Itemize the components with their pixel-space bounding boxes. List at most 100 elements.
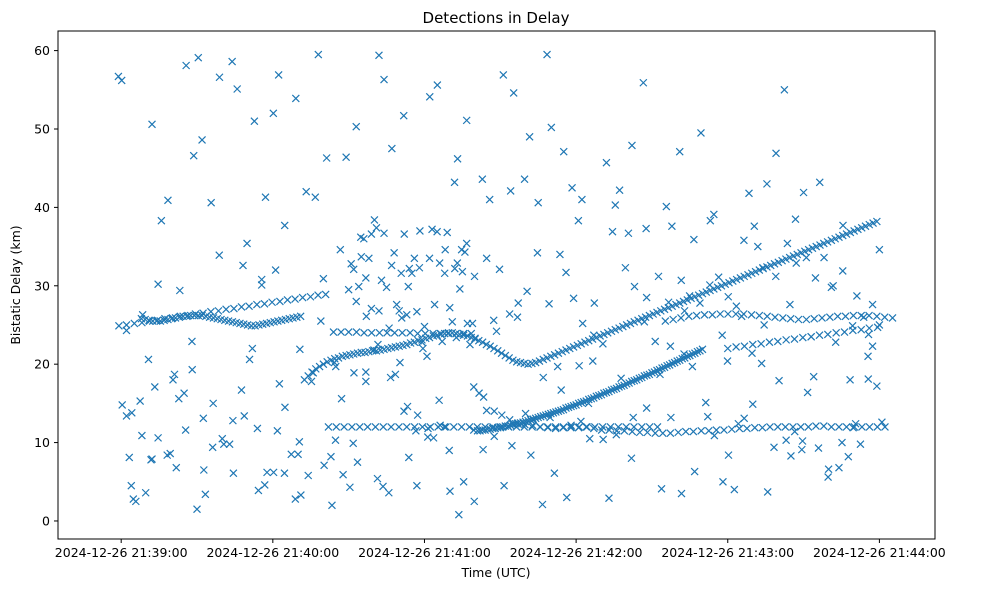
data-point	[740, 236, 748, 245]
data-point	[375, 51, 383, 60]
data-point	[407, 269, 416, 278]
data-point	[819, 422, 828, 431]
data-point	[402, 422, 411, 431]
data-point	[506, 187, 515, 195]
data-point	[229, 304, 238, 313]
data-point	[435, 396, 444, 405]
data-point	[551, 408, 560, 416]
data-point	[283, 295, 292, 304]
data-point	[228, 57, 237, 66]
data-point	[864, 375, 873, 383]
data-point	[306, 292, 315, 301]
data-point	[114, 321, 123, 330]
data-point	[440, 422, 449, 431]
data-point	[820, 253, 828, 262]
data-point	[724, 310, 732, 318]
data-point	[538, 500, 547, 509]
data-point	[743, 424, 751, 433]
data-point	[307, 377, 316, 386]
data-point	[590, 422, 599, 431]
data-point	[412, 481, 421, 490]
data-point	[361, 274, 370, 282]
data-point	[219, 440, 228, 449]
data-point	[567, 422, 576, 431]
data-point	[683, 352, 692, 361]
x-axis-ticks: 2024-12-26 21:39:00 2024-12-26 21:40:00 20…	[55, 539, 946, 560]
data-point	[549, 408, 558, 417]
data-point	[499, 70, 508, 79]
data-point	[556, 250, 564, 259]
data-point	[811, 274, 820, 282]
data-point	[732, 343, 741, 351]
data-point	[294, 450, 303, 459]
data-point	[228, 416, 237, 425]
data-point	[562, 493, 571, 502]
data-point	[857, 325, 866, 334]
data-point	[775, 376, 783, 385]
data-point	[367, 328, 376, 337]
data-point	[838, 438, 846, 447]
data-point	[497, 349, 506, 358]
data-point	[136, 397, 145, 405]
data-point	[531, 414, 540, 423]
data-point	[755, 311, 764, 320]
data-point	[782, 335, 791, 344]
data-point	[627, 454, 636, 463]
data-point	[818, 314, 826, 322]
data-point	[344, 328, 353, 336]
data-point	[637, 422, 646, 431]
data-point	[673, 357, 682, 365]
data-point	[730, 485, 739, 494]
data-point	[564, 403, 573, 412]
data-point	[328, 501, 336, 510]
data-point	[763, 488, 772, 496]
y-tick-label: 0	[42, 513, 50, 528]
data-point	[295, 345, 304, 354]
data-point	[543, 50, 551, 59]
data-point	[489, 316, 498, 325]
data-point	[608, 227, 617, 236]
x-tick-label: 2024-12-26 21:41:00	[358, 545, 491, 560]
data-point	[778, 314, 787, 322]
data-point	[118, 401, 127, 409]
data-point	[355, 422, 364, 431]
data-point	[578, 319, 587, 328]
data-point	[585, 434, 594, 443]
data-point	[170, 370, 179, 379]
data-point	[188, 337, 196, 346]
data-point	[453, 154, 462, 163]
data-point	[359, 234, 368, 243]
data-point	[430, 300, 439, 309]
data-point	[479, 445, 488, 454]
data-point	[520, 422, 529, 431]
data-point	[592, 392, 601, 401]
data-point	[239, 261, 247, 270]
data-point	[182, 61, 191, 70]
data-point	[675, 147, 684, 156]
data-point	[397, 269, 406, 278]
data-point	[864, 330, 873, 339]
data-point	[311, 193, 320, 202]
data-point	[841, 312, 850, 321]
data-point	[375, 328, 384, 337]
data-point	[390, 248, 399, 257]
data-point	[344, 285, 353, 294]
data-point	[551, 422, 560, 431]
data-point	[364, 254, 373, 263]
data-point	[815, 178, 824, 187]
data-point	[269, 109, 278, 118]
data-point	[630, 282, 639, 291]
data-point	[724, 292, 733, 301]
data-point	[349, 265, 358, 274]
data-point	[423, 352, 431, 361]
data-point	[787, 451, 795, 460]
data-point	[367, 230, 376, 238]
data-point	[534, 413, 543, 422]
data-point	[598, 339, 607, 348]
data-point	[865, 422, 874, 431]
data-point	[852, 292, 861, 300]
data-point	[291, 295, 299, 304]
data-point	[812, 422, 820, 431]
data-point	[547, 123, 556, 132]
